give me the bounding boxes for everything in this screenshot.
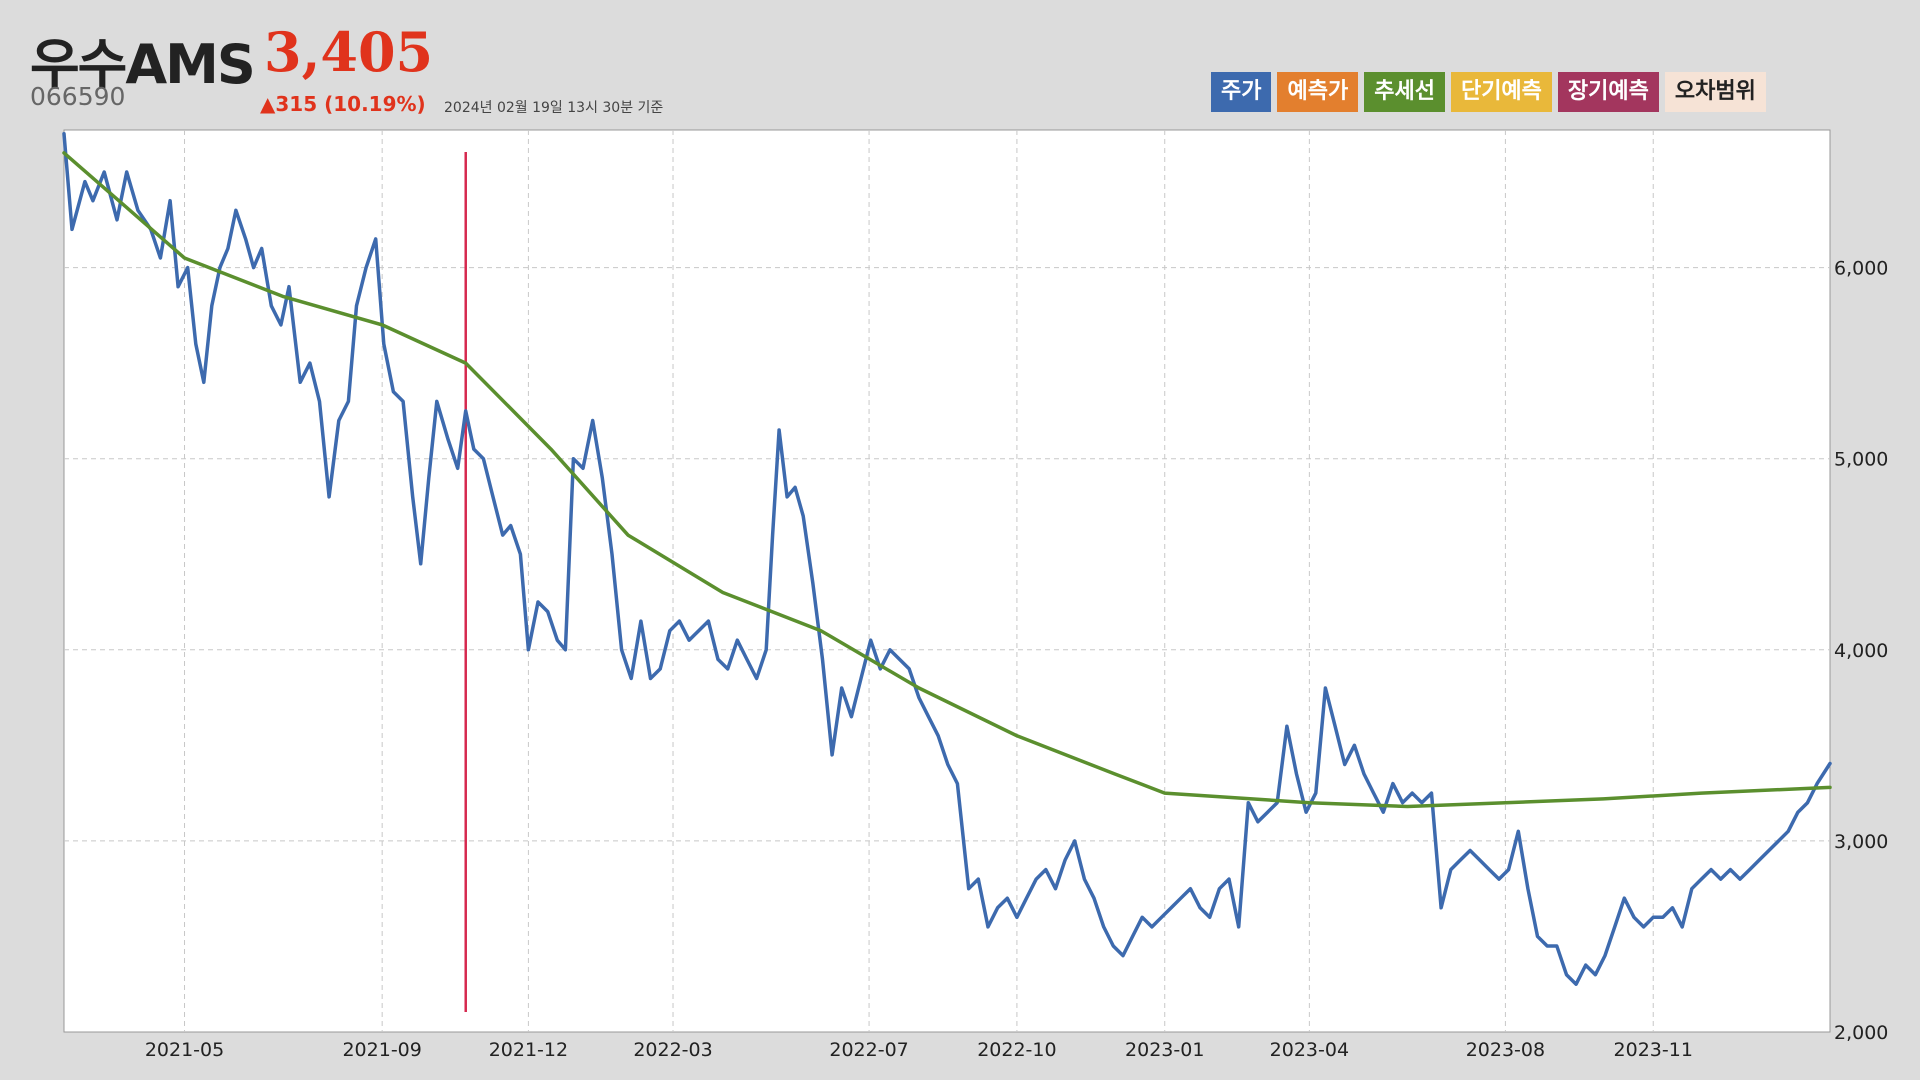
legend-item-error-range[interactable]: 오차범위 bbox=[1664, 72, 1766, 112]
x-tick-label: 2021-09 bbox=[342, 1039, 421, 1061]
stock-name: 우수AMS bbox=[30, 33, 256, 96]
y-axis: 2,000 3,000 4,000 5,000 6,000 bbox=[1834, 258, 1888, 1044]
legend-item-trendline[interactable]: 추세선 bbox=[1364, 72, 1445, 112]
price-change: ▲315 (10.19%) bbox=[260, 92, 426, 116]
grid bbox=[64, 130, 1830, 1032]
x-tick-label: 2021-12 bbox=[489, 1039, 568, 1061]
y-tick-label: 5,000 bbox=[1834, 449, 1888, 471]
stock-code: 066590 bbox=[30, 82, 126, 111]
y-tick-label: 2,000 bbox=[1834, 1022, 1888, 1044]
legend-item-long-term[interactable]: 장기예측 bbox=[1557, 72, 1659, 112]
x-tick-label: 2023-01 bbox=[1125, 1039, 1204, 1061]
plot-area bbox=[63, 129, 1831, 1033]
series-line-price bbox=[62, 132, 1832, 986]
x-tick-label: 2021-05 bbox=[145, 1039, 224, 1061]
x-tick-label: 2023-04 bbox=[1270, 1039, 1349, 1061]
x-tick-label: 2023-11 bbox=[1614, 1039, 1693, 1061]
legend-item-forecast[interactable]: 예측가 bbox=[1277, 72, 1359, 112]
x-tick-label: 2022-07 bbox=[829, 1039, 908, 1061]
x-tick-label: 2022-03 bbox=[633, 1039, 712, 1061]
legend-item-short-term[interactable]: 단기예측 bbox=[1450, 72, 1552, 112]
y-tick-label: 6,000 bbox=[1834, 258, 1888, 280]
x-tick-label: 2022-10 bbox=[977, 1039, 1056, 1061]
y-tick-label: 4,000 bbox=[1834, 640, 1888, 662]
legend: 주가 예측가 추세선 단기예측 장기예측 오차범위 bbox=[1211, 72, 1766, 112]
series-group bbox=[62, 132, 1832, 986]
stock-price: 3,405 bbox=[264, 20, 434, 84]
series-line-trend bbox=[62, 151, 1832, 809]
y-tick-label: 3,000 bbox=[1834, 831, 1888, 853]
legend-item-price[interactable]: 주가 bbox=[1211, 72, 1272, 112]
x-axis: 2021-05 2021-09 2021-12 2022-03 2022-07 2022-… bbox=[145, 1039, 1693, 1061]
x-tick-label: 2023-08 bbox=[1466, 1039, 1545, 1061]
timestamp: 2024년 02월 19일 13시 30분 기준 bbox=[444, 100, 664, 116]
